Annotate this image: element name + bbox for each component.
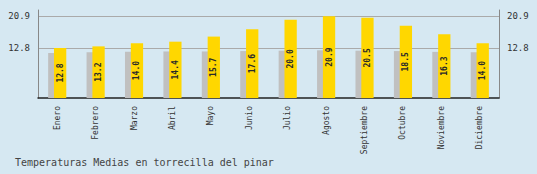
svg-text:Agosto: Agosto bbox=[322, 106, 331, 135]
svg-text:12.8: 12.8 bbox=[507, 43, 529, 53]
svg-text:13.2: 13.2 bbox=[94, 62, 103, 81]
svg-text:18.5: 18.5 bbox=[401, 52, 410, 71]
svg-text:20.5: 20.5 bbox=[363, 48, 372, 67]
svg-text:14.0: 14.0 bbox=[478, 61, 487, 80]
svg-text:20.9: 20.9 bbox=[325, 47, 334, 66]
svg-text:15.7: 15.7 bbox=[209, 57, 218, 76]
svg-text:Noviembre: Noviembre bbox=[437, 106, 446, 150]
svg-text:16.3: 16.3 bbox=[440, 56, 449, 75]
svg-text:12.8: 12.8 bbox=[8, 43, 30, 53]
svg-text:20.9: 20.9 bbox=[8, 11, 30, 21]
svg-text:Septiembre: Septiembre bbox=[360, 106, 369, 154]
svg-text:Abril: Abril bbox=[168, 106, 177, 130]
svg-text:14.0: 14.0 bbox=[132, 61, 141, 80]
svg-text:Diciembre: Diciembre bbox=[475, 106, 484, 150]
svg-text:Julio: Julio bbox=[283, 106, 292, 130]
svg-text:12.8: 12.8 bbox=[56, 63, 65, 82]
svg-text:Febrero: Febrero bbox=[91, 106, 100, 140]
svg-text:Temperaturas Medias en torreci: Temperaturas Medias en torrecilla del pi… bbox=[15, 157, 274, 168]
svg-text:Octubre: Octubre bbox=[398, 106, 407, 140]
svg-text:Marzo: Marzo bbox=[130, 106, 139, 130]
svg-text:14.4: 14.4 bbox=[171, 60, 180, 79]
svg-text:17.6: 17.6 bbox=[248, 54, 257, 73]
svg-text:Junio: Junio bbox=[245, 106, 254, 130]
svg-text:Mayo: Mayo bbox=[206, 106, 215, 125]
svg-text:20.0: 20.0 bbox=[286, 49, 295, 68]
svg-text:20.9: 20.9 bbox=[507, 11, 529, 21]
svg-text:Enero: Enero bbox=[53, 106, 62, 130]
